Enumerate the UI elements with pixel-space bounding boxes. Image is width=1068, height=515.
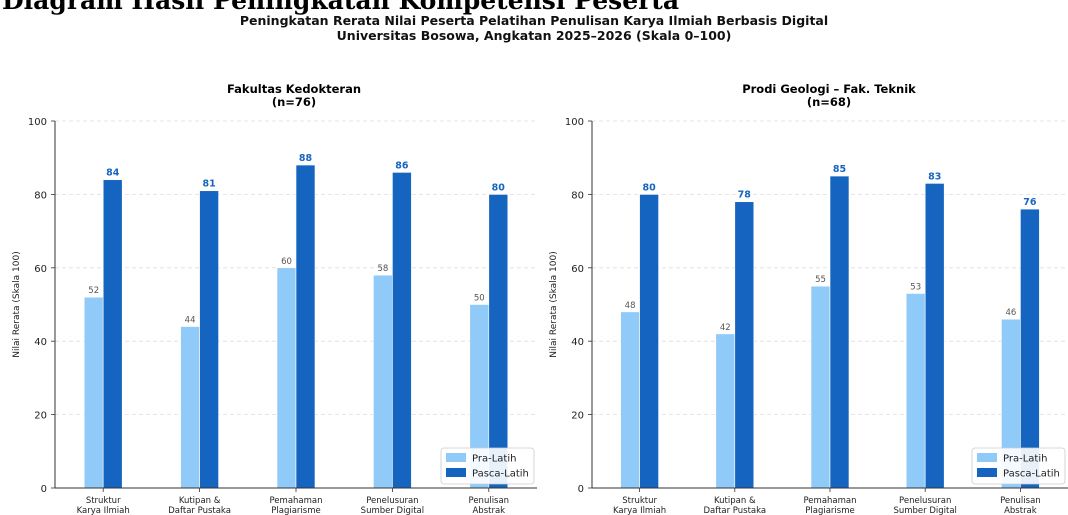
legend-swatch-pra [977,453,997,462]
y-tick-label: 0 [578,484,584,495]
suptitle-line-1: Peningkatan Rerata Nilai Peserta Pelatih… [239,13,829,28]
chart-title-line: (n=76) [272,95,316,109]
chart-panel-1: Fakultas Kedokteran(n=76) 0 20 40 60 80 100 Nil… [12,82,537,515]
x-tick-label: Struktur [86,496,121,506]
x-tick-label: Penulisan [1000,496,1041,506]
data-label-pra: 50 [474,294,485,304]
data-label-pasca: 88 [299,153,313,164]
data-label-pasca: 80 [492,182,506,193]
data-label-pra: 53 [910,282,921,292]
x-tick-label: Karya Ilmiah [77,506,130,515]
bar-pra-latih [373,274,393,489]
page-heading: Diagram Hasil Peningkatan Kompetensi Pes… [2,0,680,15]
bar-pasca-latih [1020,208,1040,489]
bar-pra-latih [276,267,297,489]
y-tick-label: 100 [28,117,47,128]
chart-title-line: Fakultas Kedokteran [227,82,361,96]
legend-label: Pasca-Latih [472,469,529,480]
bar-pasca-latih [392,172,412,489]
y-tick-label: 80 [571,190,584,201]
bar-pra-latih [905,293,926,489]
legend-label: Pra-Latih [472,454,516,465]
data-label-pasca: 80 [642,182,656,193]
y-tick-label: 60 [34,264,47,275]
y-tick-label: 100 [565,117,584,128]
data-label-pra: 58 [377,264,388,274]
legend-swatch-pra [446,453,466,462]
legend-swatch-pasca [977,468,997,477]
figure-suptitle: Peningkatan Rerata Nilai Peserta Pelatih… [0,13,1068,43]
data-label-pra: 55 [815,275,826,285]
y-axis-label: Nilai Rerata (Skala 100) [12,251,22,357]
legend: Pra-Latih Pasca-Latih [971,447,1066,485]
x-tick-label: Karya Ilmiah [613,506,666,515]
x-tick-label: Pemahaman [269,496,322,506]
bar-pasca-latih [488,194,509,489]
data-label-pra: 52 [88,286,99,296]
data-label-pra: 46 [1005,308,1016,318]
bar-pasca-latih [924,183,945,489]
y-tick-label: 40 [34,337,47,348]
data-label-pra: 42 [720,323,731,333]
bar-pra-latih [620,311,640,489]
x-tick-label: Sumber Digital [361,506,424,515]
chart-title-line: (n=68) [807,95,851,109]
y-tick-label: 60 [571,264,584,275]
x-tick-label: Penulisan [469,496,510,506]
x-tick-label: Pemahaman [803,496,856,506]
data-label-pasca: 78 [738,190,752,201]
x-tick-label: Plagiarisme [805,506,854,515]
bar-pasca-latih [102,179,123,489]
chart-title-line: Prodi Geologi – Fak. Teknik [742,82,916,96]
data-label-pra: 44 [185,316,196,326]
data-label-pra: 60 [281,257,292,267]
data-label-pasca: 86 [395,160,409,171]
x-tick-label: Daftar Pustaka [703,506,766,515]
y-tick-label: 20 [571,411,584,422]
data-label-pasca: 83 [928,171,941,182]
legend: Pra-Latih Pasca-Latih [440,447,535,485]
legend-swatch-pasca [446,468,466,477]
bar-pasca-latih [829,175,850,489]
suptitle-line-2: Universitas Bosowa, Angkatan 2025–2026 (… [336,28,732,43]
x-tick-label: Sumber Digital [893,506,956,515]
x-tick-label: Penelusuran [899,496,951,506]
data-label-pra: 48 [625,301,636,311]
y-tick-label: 40 [571,337,584,348]
data-label-pasca: 84 [106,168,120,179]
x-tick-label: Kutipan & [179,496,221,506]
x-tick-label: Abstrak [1004,506,1037,515]
bar-pasca-latih [295,164,316,489]
bar-pra-latih [715,333,736,489]
chart-panel-2: Prodi Geologi – Fak. Teknik(n=68) 0 20 40 60… [549,82,1068,515]
data-label-pasca: 85 [833,164,846,175]
bar-pra-latih [83,296,104,489]
x-tick-label: Daftar Pustaka [168,506,231,515]
y-tick-label: 0 [41,484,47,495]
bar-pasca-latih [734,201,755,489]
legend-label: Pra-Latih [1003,454,1047,465]
legend-label: Pasca-Latih [1003,469,1060,480]
data-label-pasca: 81 [202,179,215,190]
y-axis-label: Nilai Rerata (Skala 100) [549,251,559,357]
x-tick-label: Struktur [622,496,657,506]
bar-pasca-latih [639,194,659,489]
bar-pra-latih [180,326,200,489]
bar-pra-latih [810,285,831,489]
y-tick-label: 20 [34,411,47,422]
x-tick-label: Abstrak [472,506,505,515]
x-tick-label: Kutipan & [714,496,756,506]
x-tick-label: Penelusuran [366,496,418,506]
bar-pasca-latih [199,190,219,489]
x-tick-label: Plagiarisme [271,506,320,515]
data-label-pasca: 76 [1023,197,1037,208]
y-tick-label: 80 [34,190,47,201]
